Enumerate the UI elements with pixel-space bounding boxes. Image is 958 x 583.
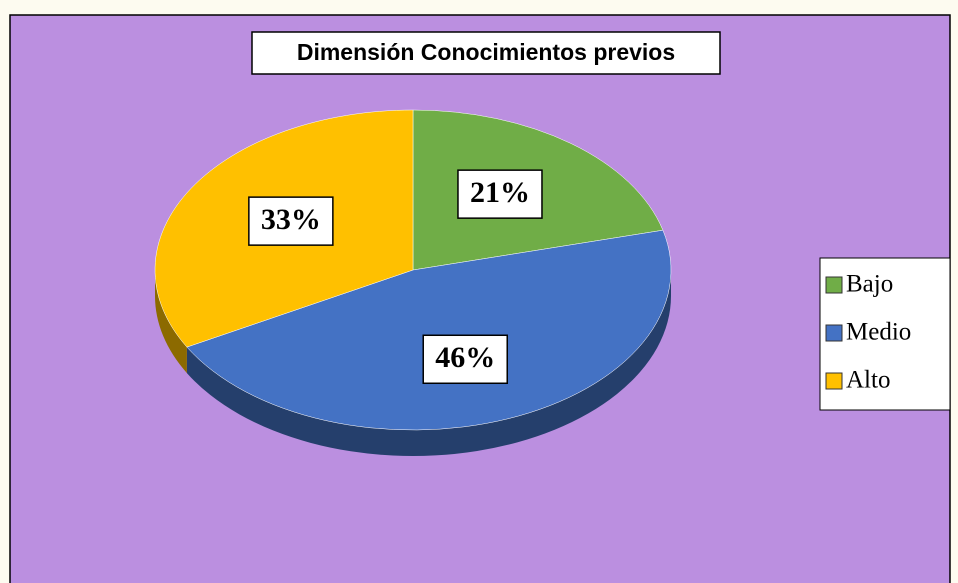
chart-title: Dimensión Conocimientos previos: [297, 39, 675, 65]
value-label: 46%: [435, 341, 495, 374]
pie-side: [155, 270, 187, 374]
legend-swatch: [825, 372, 843, 390]
value-label-box: [248, 196, 334, 246]
pie: [154, 109, 672, 457]
title-box: [251, 31, 721, 75]
legend-label: Bajo: [846, 271, 893, 298]
legend-swatch: [825, 324, 843, 342]
pie-slice: [186, 229, 672, 431]
value-label-box: [457, 169, 543, 219]
value-label-box: [422, 334, 508, 385]
value-label: 21%: [470, 176, 530, 209]
legend-label: Medio: [846, 319, 911, 346]
pie-side: [186, 270, 671, 457]
legend-label: Alto: [846, 367, 890, 394]
value-label: 33%: [261, 203, 321, 236]
legend-swatch: [825, 276, 843, 294]
